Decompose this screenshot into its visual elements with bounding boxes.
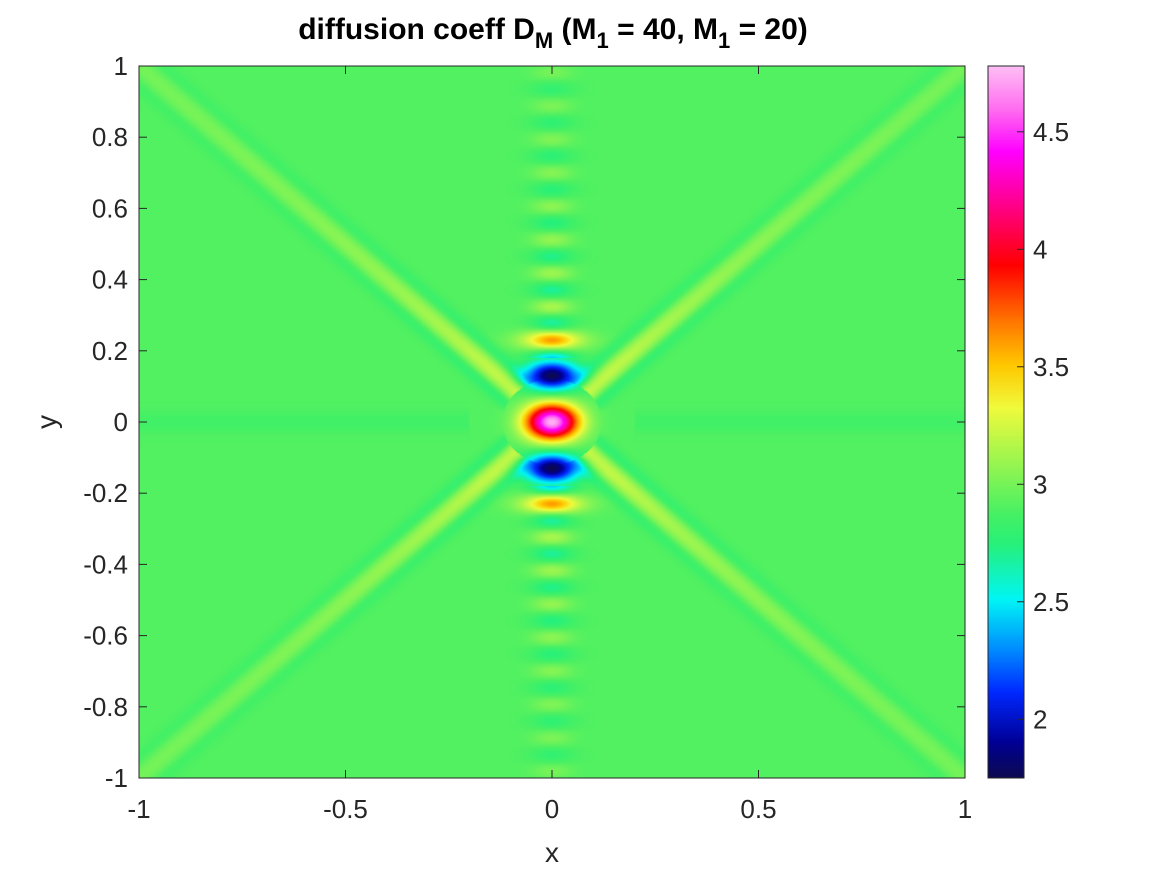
- plot-area: [139, 66, 965, 778]
- colorbar-tick-label: 4.5: [1033, 117, 1069, 147]
- y-tick-label: -0.2: [83, 478, 128, 508]
- y-tick-label: 0.6: [92, 193, 128, 223]
- plot-frame: [138, 65, 966, 779]
- colorbar-frame: [987, 65, 1025, 779]
- y-tick-label: -0.6: [83, 621, 128, 651]
- colorbar-tick-label: 2.5: [1033, 587, 1069, 617]
- y-tick-label: 0: [114, 407, 128, 437]
- y-tick-label: 0.4: [92, 265, 128, 295]
- heatmap-image: [139, 66, 965, 778]
- y-tick-label: -1: [105, 763, 128, 793]
- y-tick-label: -0.8: [83, 692, 128, 722]
- x-tick-label: 1: [958, 794, 972, 824]
- chart-title: diffusion coeff DM (M1 = 40, M1 = 20): [298, 13, 808, 53]
- colorbar: [988, 66, 1024, 778]
- x-axis-ticks: -1 -0.5 0 0.5 1: [127, 66, 972, 824]
- y-tick-label: -0.4: [83, 549, 128, 579]
- y-axis-ticks: 1 0.8 0.6 0.4 0.2 0 -0.2 -0.4 -0.6 -0.8 -1: [83, 51, 965, 793]
- y-tick-label: 1: [114, 51, 128, 81]
- colorbar-tick-label: 3: [1033, 469, 1047, 499]
- x-tick-label: 0: [545, 794, 559, 824]
- colorbar-tick-label: 2: [1033, 704, 1047, 734]
- x-tick-label: 0.5: [740, 794, 776, 824]
- y-tick-label: 0.2: [92, 336, 128, 366]
- y-axis-label: y: [31, 415, 62, 429]
- x-tick-label: -0.5: [323, 794, 368, 824]
- colorbar-gradient: [988, 66, 1024, 778]
- colorbar-ticks: 2 2.5 3 3.5 4 4.5: [1017, 117, 1069, 734]
- colorbar-tick-label: 3.5: [1033, 352, 1069, 382]
- x-tick-label: -1: [127, 794, 150, 824]
- x-axis-label: x: [545, 837, 559, 868]
- colorbar-tick-label: 4: [1033, 234, 1047, 264]
- y-tick-label: 0.8: [92, 122, 128, 152]
